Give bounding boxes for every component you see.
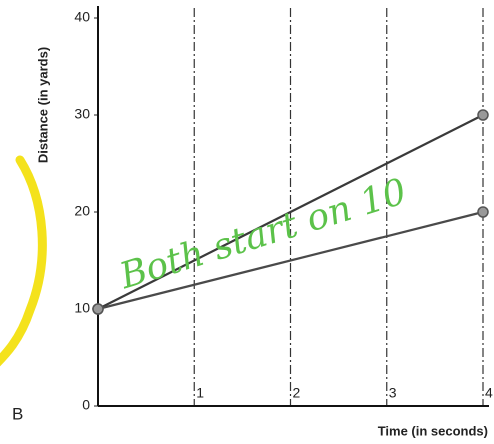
y-tick-label: 10 bbox=[74, 300, 90, 316]
y-tick-label: 0 bbox=[82, 397, 90, 413]
x-tick-label: 2 bbox=[293, 385, 301, 401]
x-tick-label: 1 bbox=[196, 385, 204, 401]
y-axis-label: Distance (in yards) bbox=[35, 47, 50, 163]
panel-label: B bbox=[12, 404, 23, 423]
x-axis-label: Time (in seconds) bbox=[378, 423, 488, 438]
annotation: Both start on 10 bbox=[114, 171, 411, 297]
highlighter-scribble bbox=[0, 155, 47, 367]
y-tick-label: 20 bbox=[74, 203, 90, 219]
point bbox=[92, 303, 104, 315]
series-line bbox=[97, 210, 484, 311]
point bbox=[477, 206, 489, 218]
y-tick-label: 30 bbox=[74, 106, 90, 122]
series-line bbox=[97, 114, 484, 310]
x-tick-label: 3 bbox=[389, 385, 397, 401]
point bbox=[477, 109, 489, 121]
y-tick-label: 40 bbox=[74, 9, 90, 25]
x-tick-label: 4 bbox=[485, 385, 493, 401]
